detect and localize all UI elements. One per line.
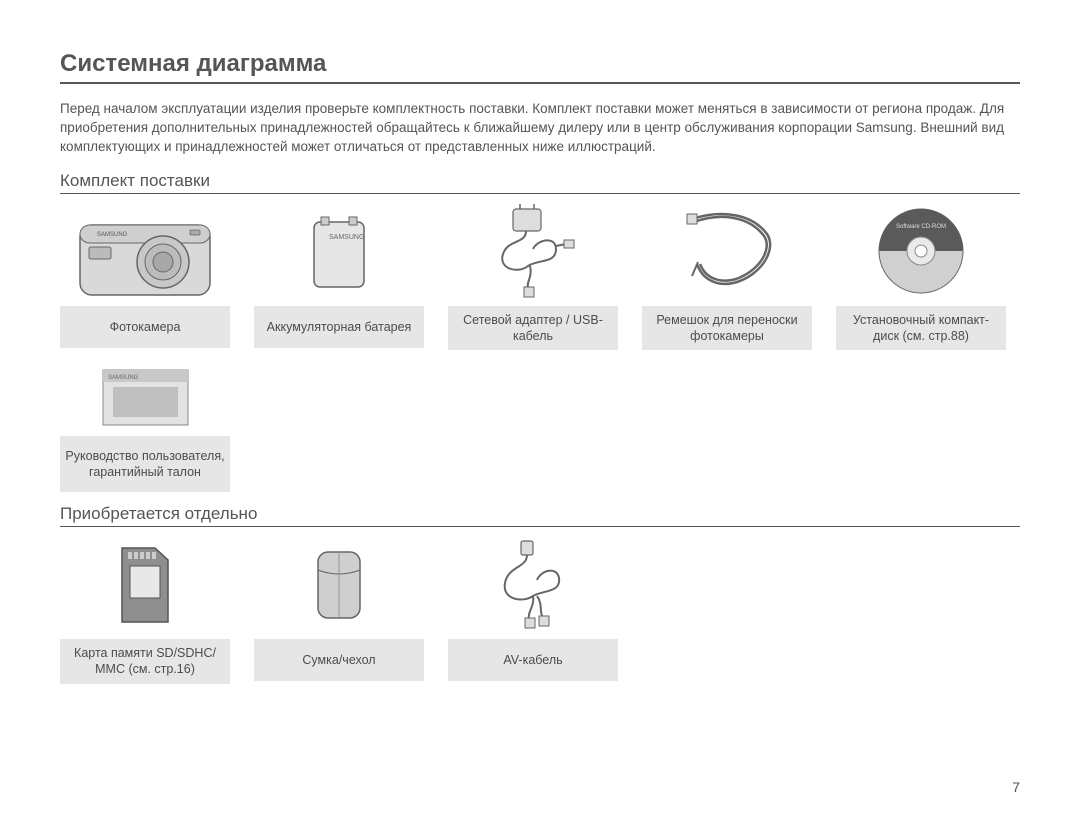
av-icon	[483, 535, 583, 635]
item-adapter: Сетевой адаптер / USB-кабель	[448, 202, 618, 351]
cd-text: Software CD-ROM	[895, 224, 945, 230]
item-sd: Карта памяти SD/SDHC/ MMC (см. стр.16)	[60, 535, 230, 684]
intro-text: Перед началом эксплуатации изделия прове…	[60, 100, 1020, 157]
item-manual: SAMSUNG Руководство пользователя, гарант…	[60, 362, 230, 492]
item-pouch: Сумка/чехол	[254, 535, 424, 684]
av-label: AV-кабель	[448, 639, 618, 681]
pouch-label: Сумка/чехол	[254, 639, 424, 681]
included-row-2: SAMSUNG Руководство пользователя, гарант…	[60, 362, 1020, 492]
svg-text:SAMSUNG: SAMSUNG	[329, 234, 364, 241]
page-title: Системная диаграмма	[60, 50, 1020, 84]
item-battery: SAMSUNG Аккумуляторная батарея	[254, 202, 424, 351]
manual-label: Руководство пользователя, гарантийный та…	[60, 436, 230, 492]
item-av: AV-кабель	[448, 535, 618, 684]
cd-icon: Software CD-ROM	[874, 202, 969, 302]
item-cd: Software CD-ROM Установочный компакт-дис…	[836, 202, 1006, 351]
strap-label: Ремешок для переноски фотокамеры	[642, 306, 812, 351]
battery-label: Аккумуляторная батарея	[254, 306, 424, 348]
separate-row: Карта памяти SD/SDHC/ MMC (см. стр.16) С…	[60, 535, 1020, 684]
adapter-icon	[478, 202, 588, 302]
camera-label: Фотокамера	[60, 306, 230, 348]
sd-icon	[110, 535, 180, 635]
camera-icon: SAMSUNG	[75, 202, 215, 302]
cd-label: Установочный компакт-диск (см. стр.88)	[836, 306, 1006, 351]
item-strap: Ремешок для переноски фотокамеры	[642, 202, 812, 351]
adapter-label: Сетевой адаптер / USB-кабель	[448, 306, 618, 351]
svg-text:SAMSUNG: SAMSUNG	[108, 375, 139, 381]
strap-icon	[672, 202, 782, 302]
pouch-icon	[304, 535, 374, 635]
sd-label: Карта памяти SD/SDHC/ MMC (см. стр.16)	[60, 639, 230, 684]
manual-icon: SAMSUNG	[98, 362, 193, 432]
section-separate-title: Приобретается отдельно	[60, 504, 1020, 527]
page-number: 7	[1012, 779, 1020, 795]
item-camera: SAMSUNG Фотокамера	[60, 202, 230, 351]
svg-text:SAMSUNG: SAMSUNG	[97, 232, 128, 238]
battery-icon: SAMSUNG	[299, 202, 379, 302]
included-row-1: SAMSUNG Фотокамера SAMSUNG Аккумуляторна…	[60, 202, 1020, 351]
section-included-title: Комплект поставки	[60, 171, 1020, 194]
